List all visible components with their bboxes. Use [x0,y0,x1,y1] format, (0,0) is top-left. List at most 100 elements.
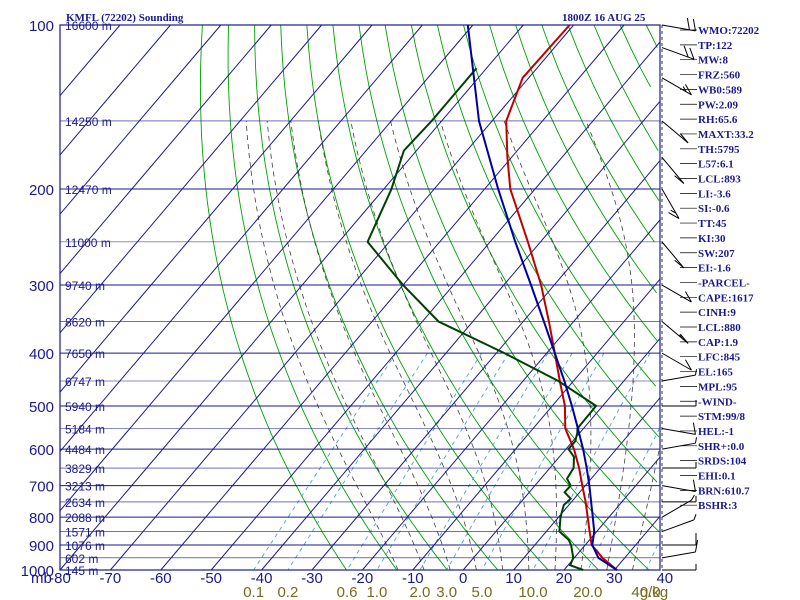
mixing-ratio-line [446,352,573,571]
temperature-tick-label: -40 [251,570,273,587]
index-value: EHI:0.1 [698,471,736,483]
dry-adiabat [227,24,398,571]
index-value: SI:-0.6 [698,203,730,215]
wind-barb-flag [694,437,698,444]
index-value: MW:8 [698,55,728,67]
isotherm [59,24,524,571]
pressure-tick-label: 800 [29,510,54,527]
isotherm [59,24,121,96]
wind-barb-staff [661,120,689,144]
isotherm [311,160,661,571]
index-value: L57:6.1 [698,159,734,171]
wind-barb [661,157,685,184]
dry-adiabat [463,24,657,387]
wind-barb-flag [674,175,685,184]
pressure-tick-label: 900 [29,538,54,555]
temperature-tick-label: 20 [556,570,573,587]
index-value: TH:5795 [698,144,740,156]
wind-barb [661,540,699,559]
mixing-ratio-line [419,352,549,571]
mixing-ratio-label: 40.0 [631,584,660,600]
valid-time: 1800Z 16 AUG 25 [562,12,646,24]
index-value: FRZ:560 [698,70,741,82]
dry-adiabat [515,24,657,294]
wind-barb-flag [670,209,677,214]
height-label: 2088 m [65,511,105,525]
wind-barb-staff [661,241,685,269]
wind-barb-flag [685,359,692,371]
index-value: BSHR:3 [698,500,738,512]
wind-barb-flag [693,514,697,521]
dry-adiabat [410,24,658,483]
isotherm [59,24,423,452]
wind-barb-flag [689,47,695,60]
moist-adiabat [585,120,635,571]
wind-barb [662,533,697,546]
isotherm [563,456,661,571]
wind-barb-staff [661,551,696,559]
moist-adiabat [503,120,592,571]
mixing-ratio-label: 3.0 [436,584,457,600]
wind-barb-staff [661,284,692,303]
moist-adiabat [439,120,557,571]
height-label: 3829 m [65,462,105,476]
wind-barb-staff [661,47,695,60]
index-value: KI:30 [698,233,726,245]
isotherm [59,24,272,274]
isotherm [261,100,661,571]
wind-barb [662,462,697,469]
wind-barb [661,422,696,435]
height-label: 6747 m [65,375,105,389]
temperature-tick-label: -70 [100,570,122,587]
index-value: WMO:72202 [698,25,760,37]
wind-barb [661,120,689,144]
wind-barb [661,284,692,303]
mixing-ratio-line [376,352,510,571]
dry-adiabat [332,24,599,571]
wind-barb [661,494,695,518]
wind-barb-flag [685,291,692,303]
index-value: LCL:893 [698,174,741,186]
mixing-ratio-line [645,544,659,571]
moist-adiabat [390,120,530,570]
index-value: SRDS:104 [698,456,747,468]
height-label: 9740 m [65,279,105,293]
index-value: EI:-1.6 [698,263,731,275]
index-value: HEL:-1 [698,426,734,438]
dry-adiabat [436,24,660,438]
wind-barb-staff [661,499,692,518]
index-value: WB0:589 [698,84,743,96]
wind-barb-flag [683,45,689,58]
moist-adiabat [266,120,425,571]
index-value: MAXT:33.2 [698,129,754,141]
wind-barb [661,514,697,533]
plot-frame [59,24,661,571]
mixing-ratio-label: 10.0 [518,584,547,600]
wind-barb-staff [661,519,695,533]
mixing-ratio-label: 0.2 [277,584,298,600]
wind-barb-staff [661,374,696,382]
height-label: 5940 m [65,400,105,414]
isotherm [59,24,373,393]
wind-barb-flag [692,18,696,31]
mixing-ratio-label: 0.6 [337,584,358,600]
index-value: -PARCEL- [698,277,750,289]
moist-adiabat [290,120,451,571]
height-label: 14250 m [65,115,112,129]
isotherm [210,41,661,571]
index-value: PW:2.09 [698,99,739,111]
index-value: STM:99/8 [698,411,746,423]
wind-barb-flag [691,494,695,501]
wind-barb-flag [694,540,699,553]
index-value: MPL:95 [698,381,738,393]
wind-barb-flag [674,259,685,269]
wind-barb-flag [692,422,696,435]
height-label: 145 m [65,564,98,578]
dry-adiabat [384,24,660,532]
moist-adiabat [245,120,399,571]
index-value: TP:122 [698,40,733,52]
pressure-unit-label: mb [31,570,52,587]
pressure-tick-label: 400 [29,346,54,363]
moist-adiabat [632,449,660,571]
